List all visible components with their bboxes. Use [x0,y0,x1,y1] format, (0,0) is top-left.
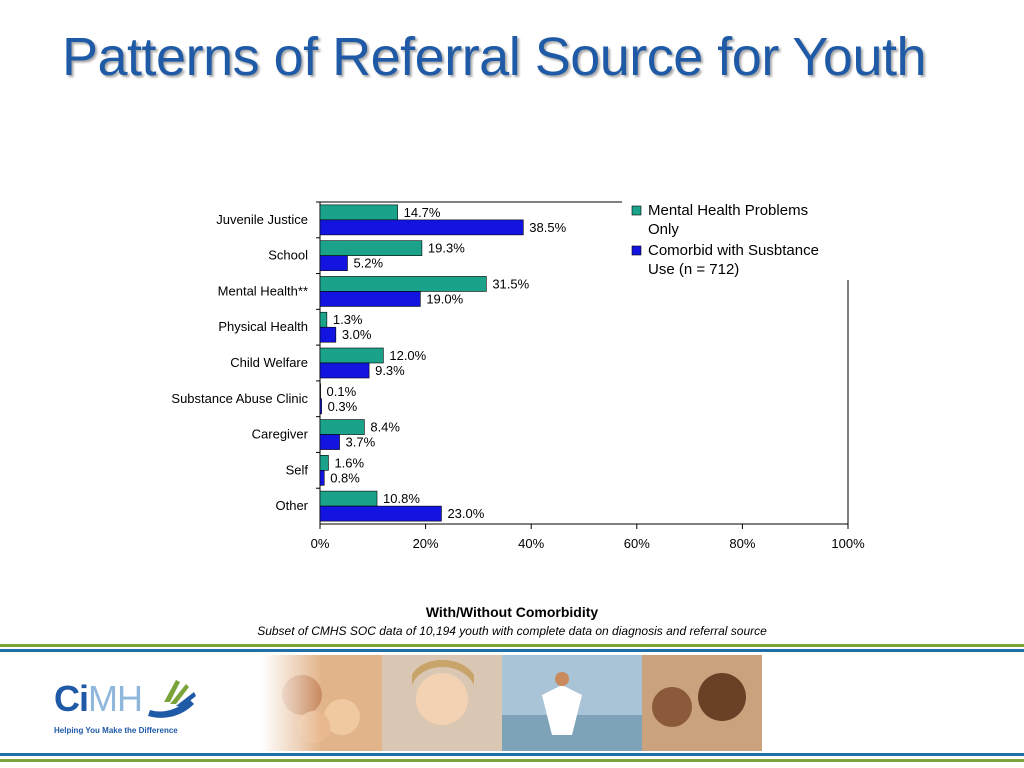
bar-mental-health-only [319,311,328,328]
bar-comorbid [319,470,325,486]
hand-icon [148,680,196,718]
legend-swatch-mental-health [631,205,642,216]
data-label: 38.5% [529,220,566,235]
legend-label: Comorbid with Susbtance [648,242,819,259]
data-label: 10.8% [383,491,420,506]
bar-comorbid [319,434,340,450]
category-label: Child Welfare [230,355,308,370]
category-label: Juvenile Justice [216,212,308,227]
x-tick-label: 20% [413,536,439,551]
cimh-logo: CiMH Helping You Make the Difference [54,672,204,742]
x-tick-label: 0% [311,536,330,551]
data-label: 0.8% [330,470,360,485]
data-label: 5.2% [353,256,383,271]
data-label: 3.7% [346,435,376,450]
logo-tagline: Helping You Make the Difference [54,726,178,735]
bar-comorbid [319,326,337,343]
bar-mental-health-only [319,276,487,292]
legend-label: Only [648,221,679,238]
divider-green-top [0,644,1024,647]
category-label: School [268,248,308,263]
category-label: Substance Abuse Clinic [171,391,308,406]
legend-swatch-comorbid [631,245,642,256]
bar-comorbid [319,505,442,522]
category-label: Other [275,498,308,513]
legend-label: Use (n = 712) [648,261,739,278]
bar-comorbid [319,362,370,379]
bar-mental-health-only [319,383,321,400]
x-tick-label: 40% [518,536,544,551]
data-label: 0.3% [328,399,358,414]
bar-mental-health-only [319,419,365,435]
data-label: 31.5% [492,276,529,291]
referral-bar-chart: 0% 20% 40% 60% 80% 100% Juvenile Justice 14.7% 3… [171,201,865,551]
bar-mental-health-only [319,204,398,221]
family-photo-collage [262,655,762,751]
data-label: 3.0% [342,327,372,342]
divider-green-bottom [0,759,1024,762]
data-label: 1.3% [333,312,363,327]
data-label: 14.7% [404,205,441,220]
data-label: 12.0% [389,348,426,363]
data-label: 19.0% [426,291,463,306]
slide-title: Patterns of Referral Source for Youth [62,27,927,87]
x-tick-label: 60% [624,536,650,551]
divider-blue-top [0,649,1024,652]
x-tick-label: 80% [729,536,755,551]
bar-comorbid [319,291,421,307]
legend-label: Mental Health Problems [648,202,808,219]
logo-wordmark: CiMH [54,678,143,719]
bar-mental-health-only [319,490,378,507]
data-label: 23.0% [447,506,484,521]
bar-mental-health-only [319,347,384,364]
data-label: 0.1% [327,384,357,399]
category-label: Self [286,462,309,477]
bar-comorbid [319,398,322,415]
x-tick-label: 100% [831,536,865,551]
bar-mental-health-only [319,455,329,471]
chart-caption-subtitle: Subset of CMHS SOC data of 10,194 youth … [257,624,767,638]
data-label: 8.4% [370,420,400,435]
data-label: 19.3% [428,241,465,256]
data-label: 1.6% [334,455,364,470]
chart-caption-title: With/Without Comorbidity [425,604,599,620]
bar-mental-health-only [319,240,423,256]
category-label: Physical Health [218,319,308,334]
divider-blue-bottom [0,753,1024,756]
category-label: Mental Health** [218,283,308,298]
bar-comorbid [319,219,524,236]
category-label: Caregiver [252,427,309,442]
bar-comorbid [319,255,348,271]
data-label: 9.3% [375,363,405,378]
